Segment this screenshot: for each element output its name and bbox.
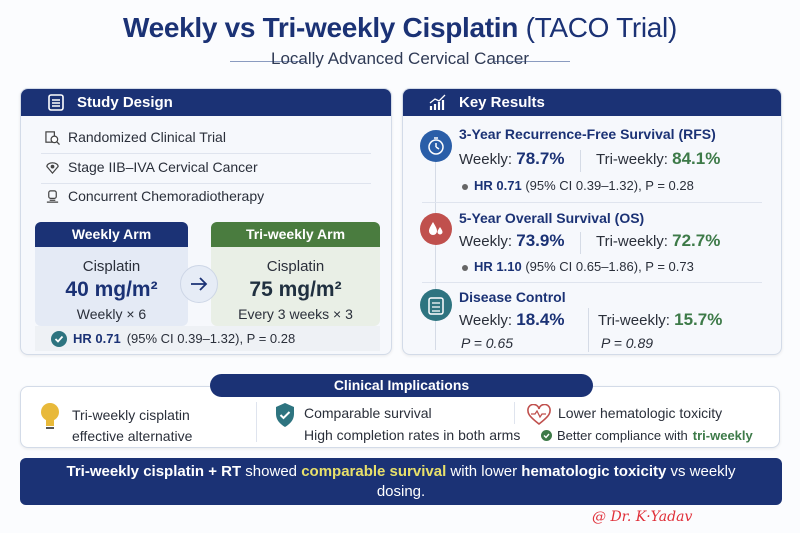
check-circle-icon	[541, 430, 552, 441]
weekly-arm-dose: 40 mg/m²	[65, 278, 158, 301]
divider	[41, 153, 371, 154]
study-design-panel: Study Design Randomized Clinical Trial S…	[20, 88, 392, 355]
implication-compliance: Better compliance with tri-weekly	[541, 428, 753, 443]
heart-pulse-icon	[527, 404, 551, 426]
design-item-label: Randomized Clinical Trial	[68, 129, 226, 145]
os-triweekly: Tri-weekly: 72.7%	[596, 231, 721, 250]
dc-triweekly-p: P = 0.89	[601, 335, 654, 351]
design-item: Concurrent Chemoradiotherapy	[45, 188, 264, 204]
weekly-arm-schedule: Weekly × 6	[76, 306, 147, 322]
os-hazard-ratio: HR 1.10 (95% CI 0.65–1.86), P = 0.73	[462, 259, 694, 274]
stopwatch-icon	[420, 130, 452, 162]
triweekly-arm-dose: 75 mg/m²	[249, 278, 342, 301]
key-results-title: Key Results	[459, 94, 545, 111]
timeline-line	[435, 160, 436, 350]
subtitle: Locally Advanced Cervical Cancer	[271, 49, 529, 68]
lightbulb-icon	[41, 403, 59, 429]
arrow-right-icon	[180, 265, 218, 303]
dc-triweekly: Tri-weekly: 15.7%	[598, 310, 723, 329]
design-item: Randomized Clinical Trial	[45, 129, 226, 145]
divider	[588, 308, 589, 352]
blood-drop-icon	[420, 213, 452, 245]
hr-ci: (95% CI 0.39–1.32), P = 0.28	[126, 331, 296, 346]
divider	[41, 183, 371, 184]
implication-alternative: Tri-weekly cisplatin effective alternativ…	[72, 407, 193, 444]
design-item-label: Concurrent Chemoradiotherapy	[68, 188, 265, 204]
author-signature: @ Dr. K·Yadav	[592, 509, 693, 525]
triweekly-arm-card: Tri-weekly Arm Cisplatin 75 mg/m² Every …	[211, 222, 380, 326]
dc-weekly: Weekly: 18.4%	[459, 310, 565, 329]
search-document-icon	[45, 130, 60, 145]
os-weekly: Weekly: 73.9%	[459, 231, 565, 250]
divider	[256, 402, 257, 442]
subtitle-divider-right	[495, 61, 570, 62]
check-circle-icon	[51, 330, 67, 347]
clinical-implications-panel	[20, 386, 780, 448]
design-item: Stage IIB–IVA Cervical Cancer	[45, 159, 258, 175]
os-title: 5-Year Overall Survival (OS)	[459, 210, 645, 226]
disease-control-title: Disease Control	[459, 289, 566, 305]
divider	[422, 282, 762, 283]
key-results-panel: Key Results	[402, 88, 782, 355]
design-item-label: Stage IIB–IVA Cervical Cancer	[68, 159, 258, 175]
page-title: Weekly vs Tri-weekly Cisplatin (TACO Tri…	[122, 12, 678, 43]
rfs-triweekly: Tri-weekly: 84.1%	[596, 149, 721, 168]
hazard-ratio-summary: HR 0.71 (95% CI 0.39–1.32), P = 0.28	[35, 326, 380, 351]
divider	[514, 402, 515, 424]
triweekly-arm-title: Tri-weekly Arm	[211, 222, 380, 247]
weekly-arm-drug: Cisplatin	[82, 258, 141, 275]
study-design-title: Study Design	[77, 94, 173, 111]
rfs-hazard-ratio: HR 0.71 (95% CI 0.39–1.32), P = 0.28	[462, 178, 694, 193]
divider	[580, 150, 581, 172]
weekly-arm-card: Weekly Arm Cisplatin 40 mg/m² Weekly × 6	[35, 222, 188, 326]
implication-completion: High completion rates in both arms	[304, 427, 521, 443]
clipboard-icon	[420, 289, 452, 321]
rfs-title: 3-Year Recurrence-Free Survival (RFS)	[459, 126, 716, 142]
triweekly-arm-drug: Cisplatin	[266, 258, 325, 275]
document-icon	[48, 94, 64, 111]
dc-weekly-p: P = 0.65	[461, 335, 514, 351]
divider	[422, 202, 762, 203]
triweekly-arm-schedule: Every 3 weeks × 3	[238, 306, 353, 322]
divider	[580, 232, 581, 254]
implication-toxicity: Lower hematologic toxicity	[558, 405, 723, 421]
location-pin-icon	[46, 161, 59, 174]
weekly-arm-title: Weekly Arm	[35, 222, 188, 247]
study-design-header: Study Design	[21, 89, 391, 116]
radiotherapy-icon	[46, 189, 59, 203]
clinical-implications-title: Clinical Implications	[210, 374, 593, 397]
implication-survival: Comparable survival	[304, 405, 432, 421]
conclusion-banner: Tri-weekly cisplatin + RT showed compara…	[20, 458, 782, 505]
rfs-weekly: Weekly: 78.7%	[459, 149, 565, 168]
key-results-header: Key Results	[403, 89, 781, 116]
shield-check-icon	[276, 403, 294, 427]
bar-chart-growth-icon	[429, 94, 446, 110]
hr-value: HR 0.71	[73, 331, 121, 346]
subtitle-divider-left	[230, 61, 305, 62]
